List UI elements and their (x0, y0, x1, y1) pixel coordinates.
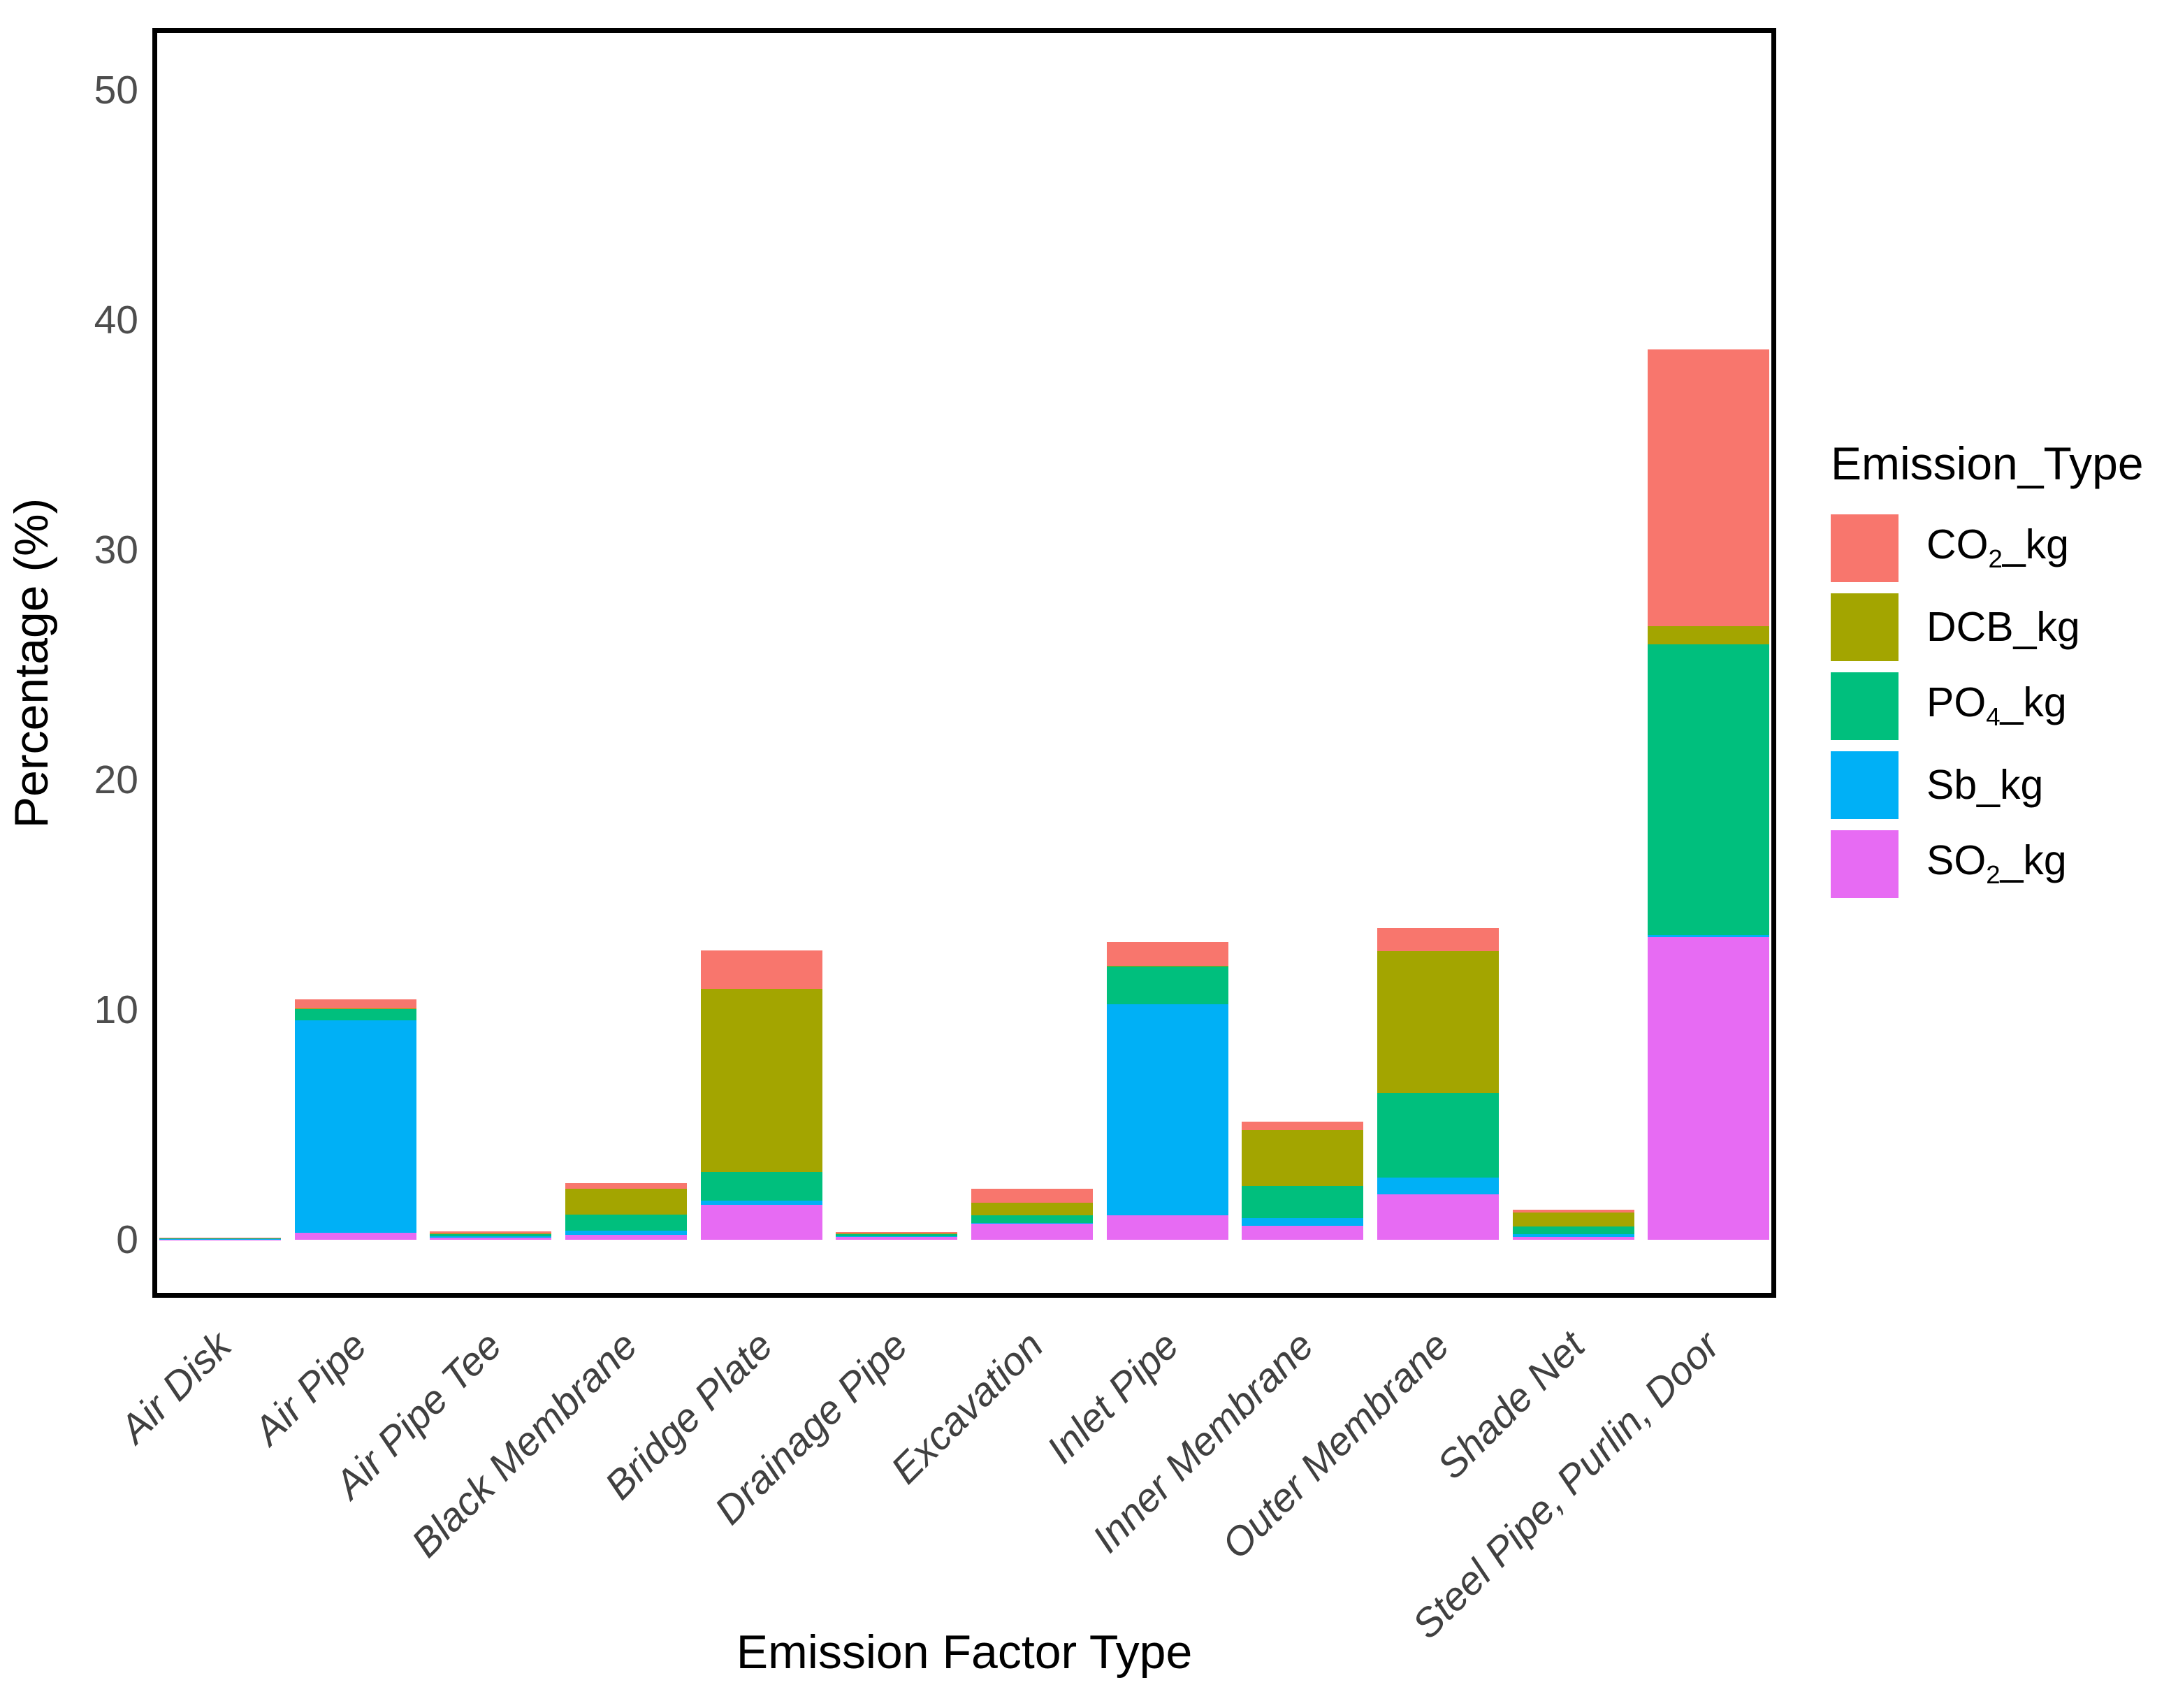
legend-label: Sb_kg (1926, 762, 2044, 808)
bar-segment-sb_kg (1106, 1004, 1228, 1216)
plot-panel (152, 28, 1776, 1298)
bar-segment-po4_kg (1106, 967, 1228, 1005)
bar-segment-so2_kg (1377, 1194, 1499, 1240)
bar-segment-co2_kg (971, 1188, 1093, 1203)
bar-segment-sb_kg (1377, 1177, 1499, 1194)
bar-segment-po4_kg (836, 1233, 958, 1236)
bar-segment-dcb_kg (700, 989, 822, 1172)
bar-segment-sb_kg (971, 1223, 1093, 1224)
legend-label: CO2_kg (1926, 521, 2069, 574)
legend-key-sb_kg: Sb_kg (1831, 751, 2043, 819)
legend-key-po4_kg: PO4_kg (1831, 672, 2067, 740)
bar-segment-dcb_kg (1106, 965, 1228, 967)
bar-segment-co2_kg (1512, 1209, 1634, 1213)
bar-segment-dcb_kg (430, 1233, 552, 1234)
legend-swatch-dcb_kg (1831, 593, 1899, 661)
bar-segment-so2_kg (1648, 937, 1770, 1240)
bar-stack (159, 1238, 281, 1240)
bar-segment-dcb_kg (1512, 1212, 1634, 1226)
legend: Emission_Type CO2_kg DCB_kg PO4_kg Sb_kg SO2… (1831, 437, 2144, 898)
bar-segment-so2_kg (430, 1237, 552, 1240)
bar-segment-po4_kg (1242, 1186, 1364, 1219)
bar-segment-po4_kg (430, 1233, 552, 1236)
bar-stack (836, 1231, 958, 1240)
bar-segment-po4_kg (294, 1008, 416, 1020)
bar-segment-co2_kg (1377, 927, 1499, 952)
bar-segment-co2_kg (1648, 349, 1770, 626)
y-tick-label: 20 (94, 758, 138, 802)
bar-segment-co2_kg (836, 1231, 958, 1233)
bar-segment-po4_kg (1377, 1093, 1499, 1178)
legend-key-so2_kg: SO2_kg (1831, 830, 2067, 898)
y-tick-label: 10 (94, 987, 138, 1032)
bar-segment-co2_kg (700, 950, 822, 990)
bar-segment-dcb_kg (1242, 1130, 1364, 1187)
bar-segment-po4_kg (1648, 644, 1770, 935)
bar-segment-dcb_kg (1377, 951, 1499, 1094)
bar-segment-dcb_kg (565, 1188, 687, 1215)
bar-segment-po4_kg (159, 1238, 281, 1240)
bar-segment-so2_kg (700, 1205, 822, 1240)
bar-segment-po4_kg (971, 1215, 1093, 1223)
y-tick-label: 0 (116, 1217, 138, 1262)
legend-swatch-so2_kg (1831, 830, 1899, 898)
bar-segment-sb_kg (700, 1201, 822, 1205)
legend-key-dcb_kg: DCB_kg (1831, 593, 2080, 661)
bar-segment-sb_kg (430, 1236, 552, 1238)
bar-stack (1106, 941, 1228, 1240)
bar-segment-so2_kg (1242, 1225, 1364, 1240)
bar-segment-sb_kg (1242, 1218, 1364, 1226)
bar-segment-co2_kg (1242, 1121, 1364, 1131)
legend-label: SO2_kg (1926, 837, 2067, 890)
bar-segment-po4_kg (700, 1171, 822, 1201)
bar-segment-co2_kg (1106, 941, 1228, 966)
legend-swatch-sb_kg (1831, 751, 1899, 819)
bar-segment-dcb_kg (971, 1203, 1093, 1216)
bar-segment-po4_kg (565, 1215, 687, 1231)
bar-segment-sb_kg (836, 1236, 958, 1237)
bar-stack (294, 999, 416, 1240)
bar-segment-sb_kg (1648, 934, 1770, 938)
bar-stack (971, 1188, 1093, 1240)
bar-segment-so2_kg (971, 1223, 1093, 1240)
bar-stack (565, 1183, 687, 1240)
y-tick-label: 50 (94, 68, 138, 113)
legend-key-co2_kg: CO2_kg (1831, 514, 2069, 582)
bar-segment-so2_kg (1512, 1237, 1634, 1240)
bar-segment-dcb_kg (836, 1233, 958, 1234)
y-axis-title: Percentage (%) (5, 498, 58, 829)
bar-stack (700, 950, 822, 1240)
x-axis-title: Emission Factor Type (736, 1626, 1193, 1679)
bar-stack (1512, 1209, 1634, 1240)
bar-stack (1648, 349, 1770, 1240)
bar-segment-so2_kg (565, 1235, 687, 1240)
bar-segment-sb_kg (565, 1230, 687, 1236)
bar-segment-sb_kg (294, 1020, 416, 1233)
bar-segment-co2_kg (294, 999, 416, 1008)
bar-segment-dcb_kg (294, 1008, 416, 1009)
legend-title: Emission_Type (1831, 437, 2144, 489)
bar-segment-po4_kg (1512, 1226, 1634, 1235)
legend-label: DCB_kg (1926, 604, 2080, 650)
bar-stack (430, 1231, 552, 1240)
bar-segment-so2_kg (1106, 1215, 1228, 1240)
legend-label: PO4_kg (1926, 679, 2067, 732)
bar-segment-co2_kg (430, 1231, 552, 1233)
y-tick-label: 40 (94, 298, 138, 342)
bar-stack (1377, 927, 1499, 1240)
bar-segment-co2_kg (565, 1183, 687, 1189)
bar-segment-so2_kg (294, 1233, 416, 1240)
bar-stack (1242, 1121, 1364, 1240)
bar-segment-so2_kg (836, 1236, 958, 1240)
y-tick-label: 30 (94, 528, 138, 572)
legend-swatch-po4_kg (1831, 672, 1899, 740)
bar-segment-sb_kg (1512, 1234, 1634, 1238)
legend-swatch-co2_kg (1831, 514, 1899, 582)
bar-segment-dcb_kg (1648, 625, 1770, 644)
